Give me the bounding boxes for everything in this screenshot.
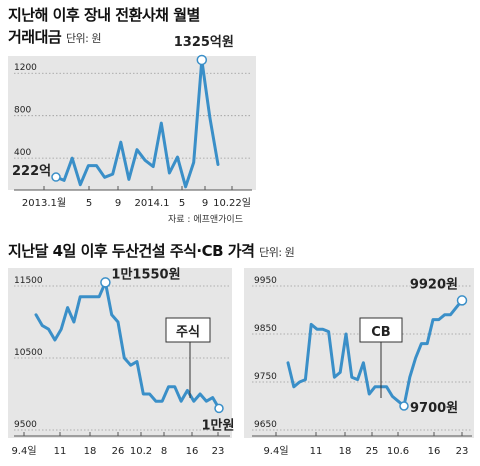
top-chart-annotation-start: 222억 (12, 164, 51, 179)
stock-chart-panel (8, 268, 232, 438)
cb-chart-annotation-low: 9700원 (410, 401, 458, 416)
top-chart-title-line1: 지난해 이후 장내 전환사채 월별 (8, 6, 200, 24)
stock-chart-label-box (165, 317, 211, 343)
cb-chart-x-tick-label: 9.4일 (263, 445, 288, 457)
stock-chart-x-tick-label: 10.2 (130, 446, 152, 457)
top-chart-x-tick-label: 2014.1 (135, 198, 170, 209)
cb-chart-x-tick-label: 11 (310, 446, 323, 457)
stock-chart-x-tick-label: 18 (84, 446, 97, 457)
cb-chart-label: CB (371, 325, 390, 340)
top-chart-marker-peak (196, 54, 208, 66)
top-chart-title-line2: 거래대금 (8, 28, 62, 46)
bottom-chart-title-text: 지난달 4일 이후 두산건설 주식·CB 가격 (8, 242, 255, 260)
top-chart-x-tick-label: 5 (86, 198, 92, 209)
top-chart-y-tick-label: 400 (14, 148, 31, 158)
cb-chart-x-tick-label: 18 (339, 446, 352, 457)
cb-chart-marker-low (399, 401, 409, 411)
stock-chart-x-tick-label: 9.4일 (11, 445, 36, 457)
top-chart-source: 자료 : 에프앤가이드 (168, 215, 243, 225)
bottom-chart-unit: 단위: 원 (259, 246, 295, 259)
stock-chart-x-tick-label: 11 (54, 446, 67, 457)
stock-chart-marker-high (100, 277, 111, 288)
cb-chart-y-tick-label: 9650 (254, 420, 277, 430)
cb-chart-label-box (359, 317, 403, 343)
stock-chart-annotation-high: 1만1550원 (111, 266, 180, 282)
cb-chart-marker-high (456, 295, 468, 306)
stock-chart-y-tick-label: 10500 (14, 348, 43, 358)
stock-chart-x-tick-label: 26 (112, 446, 125, 457)
cb-chart-y-tick-label: 9750 (254, 372, 277, 382)
stock-chart-y-tick-label: 9500 (14, 420, 37, 430)
top-chart-title: 지난해 이후 장내 전환사채 월별 거래대금 단위: 원 (8, 4, 200, 50)
cb-chart-series-line (286, 298, 464, 408)
cb-chart-x-tick-label: 23 (456, 446, 469, 457)
cb-chart-y-tick-label: 9850 (254, 324, 277, 334)
stock-chart-x-tick-label: 8 (161, 446, 167, 457)
top-chart-x-tick-label: 9 (115, 198, 121, 209)
top-chart-annotation-peak: 1325억원 (174, 35, 234, 50)
stock-chart-annotation-low: 1만원 (202, 417, 235, 433)
stock-chart-y-tick-label: 11500 (14, 276, 43, 286)
top-chart-x-tick-label: 10.22일 (213, 197, 251, 209)
stock-chart-marker-low (214, 403, 224, 414)
top-chart-x-tick-label: 9 (202, 198, 208, 209)
cb-chart-annotation-high: 9920원 (410, 277, 458, 292)
top-chart-marker-start (51, 172, 61, 182)
cb-chart-x-tick-label: 16 (428, 446, 441, 457)
top-chart-unit: 단위: 원 (65, 32, 102, 45)
cb-chart-y-tick-label: 9950 (254, 276, 277, 286)
cb-chart-x-tick-label: 25 (366, 446, 379, 457)
cb-chart-panel (244, 268, 474, 438)
top-chart-x-tick-label: 2013.1월 (22, 197, 66, 209)
stock-chart-series-line (34, 280, 221, 410)
cb-chart-x-tick-label: 10.6 (387, 446, 409, 457)
stock-chart-label: 주식 (176, 324, 200, 340)
top-chart-series-line (54, 58, 220, 189)
stock-chart-x-tick-label: 16 (186, 446, 199, 457)
top-chart-y-tick-label: 800 (14, 106, 31, 116)
top-chart-x-tick-label: 5 (179, 198, 185, 209)
bottom-chart-title: 지난달 4일 이후 두산건설 주식·CB 가격 단위: 원 (8, 240, 295, 264)
top-chart-y-tick-label: 1200 (14, 63, 37, 73)
stock-chart-x-tick-label: 23 (212, 446, 225, 457)
